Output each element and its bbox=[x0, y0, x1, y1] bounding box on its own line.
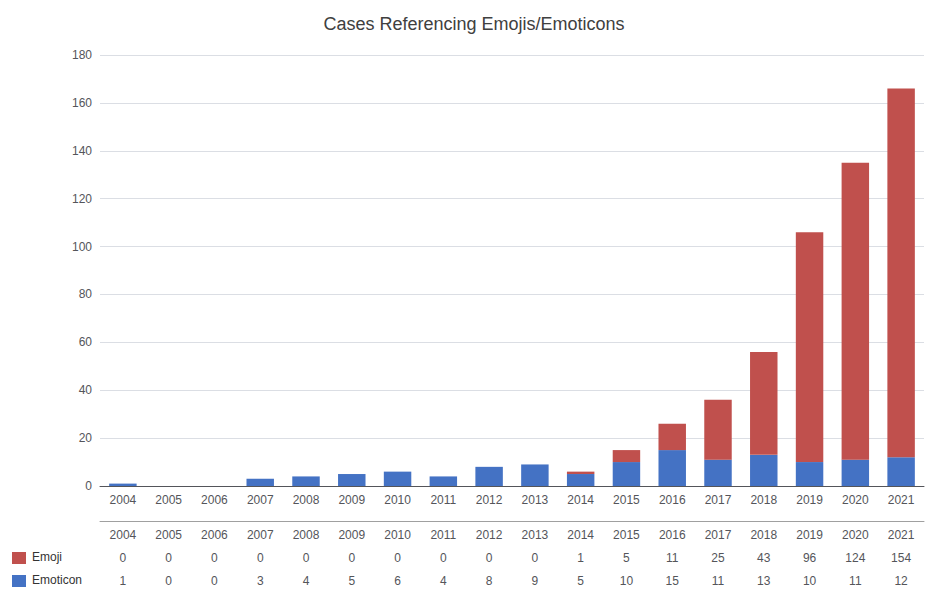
svg-text:2004: 2004 bbox=[110, 528, 137, 542]
svg-text:2006: 2006 bbox=[201, 493, 228, 507]
svg-text:5: 5 bbox=[577, 574, 584, 588]
svg-text:4: 4 bbox=[303, 574, 310, 588]
svg-text:0: 0 bbox=[211, 551, 218, 565]
svg-text:15: 15 bbox=[666, 574, 680, 588]
svg-text:2018: 2018 bbox=[750, 493, 777, 507]
svg-text:2021: 2021 bbox=[888, 528, 915, 542]
svg-text:11: 11 bbox=[712, 574, 725, 588]
svg-text:0: 0 bbox=[211, 574, 218, 588]
svg-text:8: 8 bbox=[486, 574, 493, 588]
svg-text:2019: 2019 bbox=[796, 528, 823, 542]
svg-text:2011: 2011 bbox=[430, 528, 456, 542]
svg-text:2008: 2008 bbox=[293, 493, 320, 507]
svg-text:11: 11 bbox=[666, 551, 679, 565]
svg-text:2010: 2010 bbox=[384, 493, 411, 507]
svg-text:1: 1 bbox=[577, 551, 584, 565]
svg-text:2013: 2013 bbox=[522, 493, 549, 507]
svg-text:2009: 2009 bbox=[338, 528, 365, 542]
svg-text:2016: 2016 bbox=[659, 493, 686, 507]
svg-text:0: 0 bbox=[532, 551, 539, 565]
svg-text:2012: 2012 bbox=[476, 493, 503, 507]
svg-text:0: 0 bbox=[440, 551, 447, 565]
svg-text:6: 6 bbox=[394, 574, 401, 588]
svg-text:Cases Referencing Emojis/Emoti: Cases Referencing Emojis/Emoticons bbox=[323, 14, 624, 34]
svg-text:160: 160 bbox=[72, 96, 92, 110]
svg-text:2010: 2010 bbox=[384, 528, 411, 542]
svg-text:25: 25 bbox=[711, 551, 725, 565]
svg-text:0: 0 bbox=[394, 551, 401, 565]
svg-text:0: 0 bbox=[486, 551, 493, 565]
svg-text:0: 0 bbox=[165, 551, 172, 565]
svg-text:2004: 2004 bbox=[110, 493, 137, 507]
svg-text:124: 124 bbox=[845, 551, 865, 565]
svg-text:2012: 2012 bbox=[476, 528, 503, 542]
svg-text:2013: 2013 bbox=[522, 528, 549, 542]
svg-text:5: 5 bbox=[623, 551, 630, 565]
svg-text:2009: 2009 bbox=[338, 493, 365, 507]
svg-text:2008: 2008 bbox=[293, 528, 320, 542]
svg-text:2007: 2007 bbox=[247, 493, 274, 507]
svg-text:2017: 2017 bbox=[705, 528, 732, 542]
svg-text:9: 9 bbox=[532, 574, 539, 588]
svg-text:40: 40 bbox=[79, 383, 93, 397]
svg-text:2011: 2011 bbox=[430, 493, 456, 507]
svg-text:2018: 2018 bbox=[750, 528, 777, 542]
svg-text:13: 13 bbox=[757, 574, 771, 588]
svg-text:140: 140 bbox=[72, 144, 92, 158]
svg-text:0: 0 bbox=[257, 551, 264, 565]
svg-text:2019: 2019 bbox=[796, 493, 823, 507]
svg-text:180: 180 bbox=[72, 48, 92, 62]
svg-text:10: 10 bbox=[803, 574, 817, 588]
svg-text:43: 43 bbox=[757, 551, 771, 565]
svg-text:Emoticon: Emoticon bbox=[32, 573, 82, 587]
svg-text:2020: 2020 bbox=[842, 493, 869, 507]
svg-text:5: 5 bbox=[348, 574, 355, 588]
svg-text:0: 0 bbox=[348, 551, 355, 565]
svg-text:3: 3 bbox=[257, 574, 264, 588]
svg-text:0: 0 bbox=[85, 479, 92, 493]
svg-text:2014: 2014 bbox=[567, 493, 594, 507]
svg-text:2021: 2021 bbox=[888, 493, 915, 507]
svg-text:12: 12 bbox=[894, 574, 908, 588]
svg-text:20: 20 bbox=[79, 431, 93, 445]
svg-text:120: 120 bbox=[72, 192, 92, 206]
svg-text:2015: 2015 bbox=[613, 493, 640, 507]
svg-text:0: 0 bbox=[303, 551, 310, 565]
svg-text:60: 60 bbox=[79, 335, 93, 349]
svg-text:100: 100 bbox=[72, 240, 92, 254]
svg-text:96: 96 bbox=[803, 551, 817, 565]
svg-text:2005: 2005 bbox=[155, 528, 182, 542]
svg-text:0: 0 bbox=[165, 574, 172, 588]
svg-text:Emoji: Emoji bbox=[32, 550, 62, 564]
svg-text:2015: 2015 bbox=[613, 528, 640, 542]
svg-text:10: 10 bbox=[620, 574, 634, 588]
svg-text:2020: 2020 bbox=[842, 528, 869, 542]
svg-text:11: 11 bbox=[849, 574, 862, 588]
svg-text:0: 0 bbox=[120, 551, 127, 565]
svg-text:80: 80 bbox=[79, 287, 93, 301]
svg-text:2007: 2007 bbox=[247, 528, 274, 542]
svg-text:2006: 2006 bbox=[201, 528, 228, 542]
svg-text:154: 154 bbox=[891, 551, 911, 565]
svg-text:2017: 2017 bbox=[705, 493, 732, 507]
svg-text:4: 4 bbox=[440, 574, 447, 588]
svg-text:2005: 2005 bbox=[155, 493, 182, 507]
svg-text:2016: 2016 bbox=[659, 528, 686, 542]
svg-text:1: 1 bbox=[120, 574, 127, 588]
svg-text:2014: 2014 bbox=[567, 528, 594, 542]
